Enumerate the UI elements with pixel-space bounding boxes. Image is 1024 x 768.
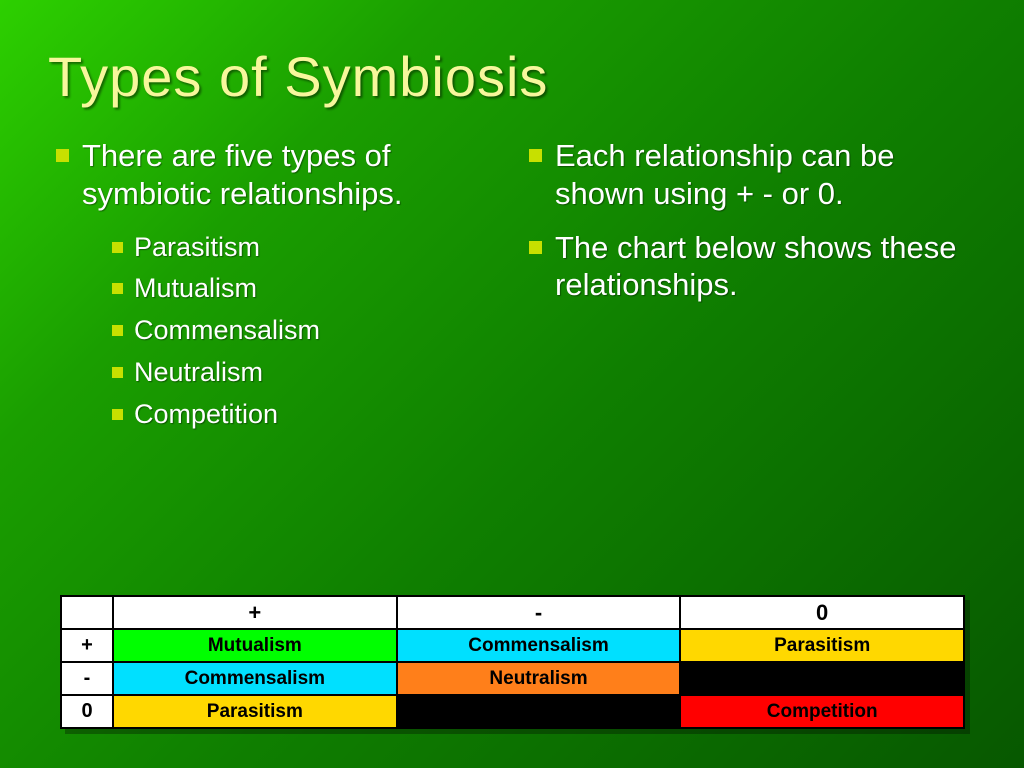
sub-bullet: Competition [82, 394, 497, 436]
chart-row: + Mutualism Commensalism Parasitism [62, 628, 963, 661]
chart-row-header: 0 [62, 696, 114, 727]
chart-row-header: + [62, 630, 114, 661]
chart-cell: Mutualism [114, 630, 398, 661]
sub-bullet: Neutralism [82, 352, 497, 394]
slide: Types of Symbiosis There are five types … [0, 0, 1024, 768]
chart-cell: Commensalism [114, 663, 398, 694]
chart-cell [681, 663, 963, 694]
chart-cell: Parasitism [681, 630, 963, 661]
content-columns: There are five types of symbiotic relati… [54, 137, 970, 452]
chart-col-header: + [114, 597, 398, 628]
chart-col-header: 0 [681, 597, 963, 628]
slide-title: Types of Symbiosis [48, 44, 970, 109]
sub-bullet: Mutualism [82, 268, 497, 310]
chart-row: - Commensalism Neutralism [62, 661, 963, 694]
sub-bullet: Parasitism [82, 227, 497, 269]
bullet-right-1: Each relationship can be shown using + -… [527, 137, 970, 213]
right-column: Each relationship can be shown using + -… [527, 137, 970, 452]
chart-col-header: - [398, 597, 682, 628]
chart-cell: Competition [681, 696, 963, 727]
chart-cell: Neutralism [398, 663, 682, 694]
chart-cell [398, 696, 682, 727]
symbiosis-chart: + - 0 + Mutualism Commensalism Parasitis… [60, 595, 965, 729]
chart-cell: Commensalism [398, 630, 682, 661]
bullet-right-2: The chart below shows these relationship… [527, 229, 970, 305]
chart-row-header: - [62, 663, 114, 694]
chart-header-row: + - 0 [62, 597, 963, 628]
chart-corner [62, 597, 114, 628]
bullet-text: There are five types of symbiotic relati… [82, 138, 402, 211]
bullet-main-left: There are five types of symbiotic relati… [54, 137, 497, 436]
chart-cell: Parasitism [114, 696, 398, 727]
sub-bullet: Commensalism [82, 310, 497, 352]
chart-row: 0 Parasitism Competition [62, 694, 963, 727]
left-column: There are five types of symbiotic relati… [54, 137, 497, 452]
